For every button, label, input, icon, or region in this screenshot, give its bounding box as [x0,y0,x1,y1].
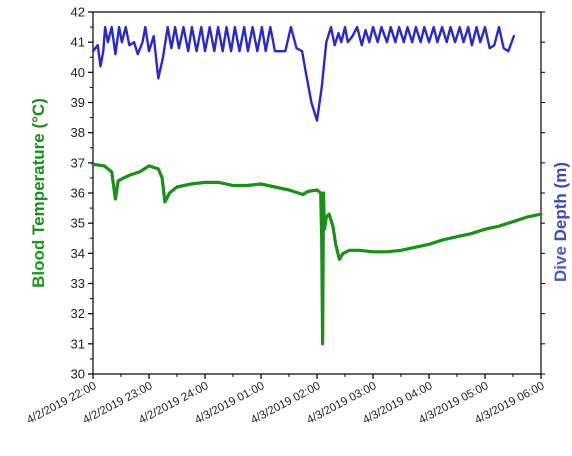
right-y-axis [541,11,545,375]
axis-title-part: Depth (m) [551,162,570,246]
left-y-tick-label: 34 [71,246,85,261]
left-y-tick-label: 30 [71,367,85,382]
axis-title-part: Dive [551,246,570,282]
left-y-axis: 30 31 32 33 34 35 36 37 38 39 40 41 42 [71,5,93,382]
left-y-tick-label: 32 [71,306,85,321]
left-y-tick-label: 33 [71,276,85,291]
left-y-tick-label: 37 [71,155,85,170]
series-layer [91,25,543,346]
axis-title-part: Blood [29,240,48,288]
left-y-tick-label: 38 [71,125,85,140]
x-axis: 4/2/2019 22:004/2/2019 23:004/2/2019 24:… [25,374,546,427]
axis-title-part: Temperature (°C) [29,98,48,240]
blood-temperature-line [91,162,543,346]
left-y-axis-title: Blood Temperature (°C) [29,98,48,288]
left-y-tick-label: 31 [71,336,85,351]
left-y-tick-label: 41 [71,35,85,50]
left-y-tick-label: 42 [71,5,85,20]
left-y-tick-label: 40 [71,65,85,80]
left-y-tick-label: 35 [71,216,85,231]
left-y-tick-label: 39 [71,95,85,110]
left-y-tick-label: 36 [71,186,85,201]
right-y-axis-title: Dive Depth (m) [551,162,570,282]
dive-depth-line [91,25,516,122]
